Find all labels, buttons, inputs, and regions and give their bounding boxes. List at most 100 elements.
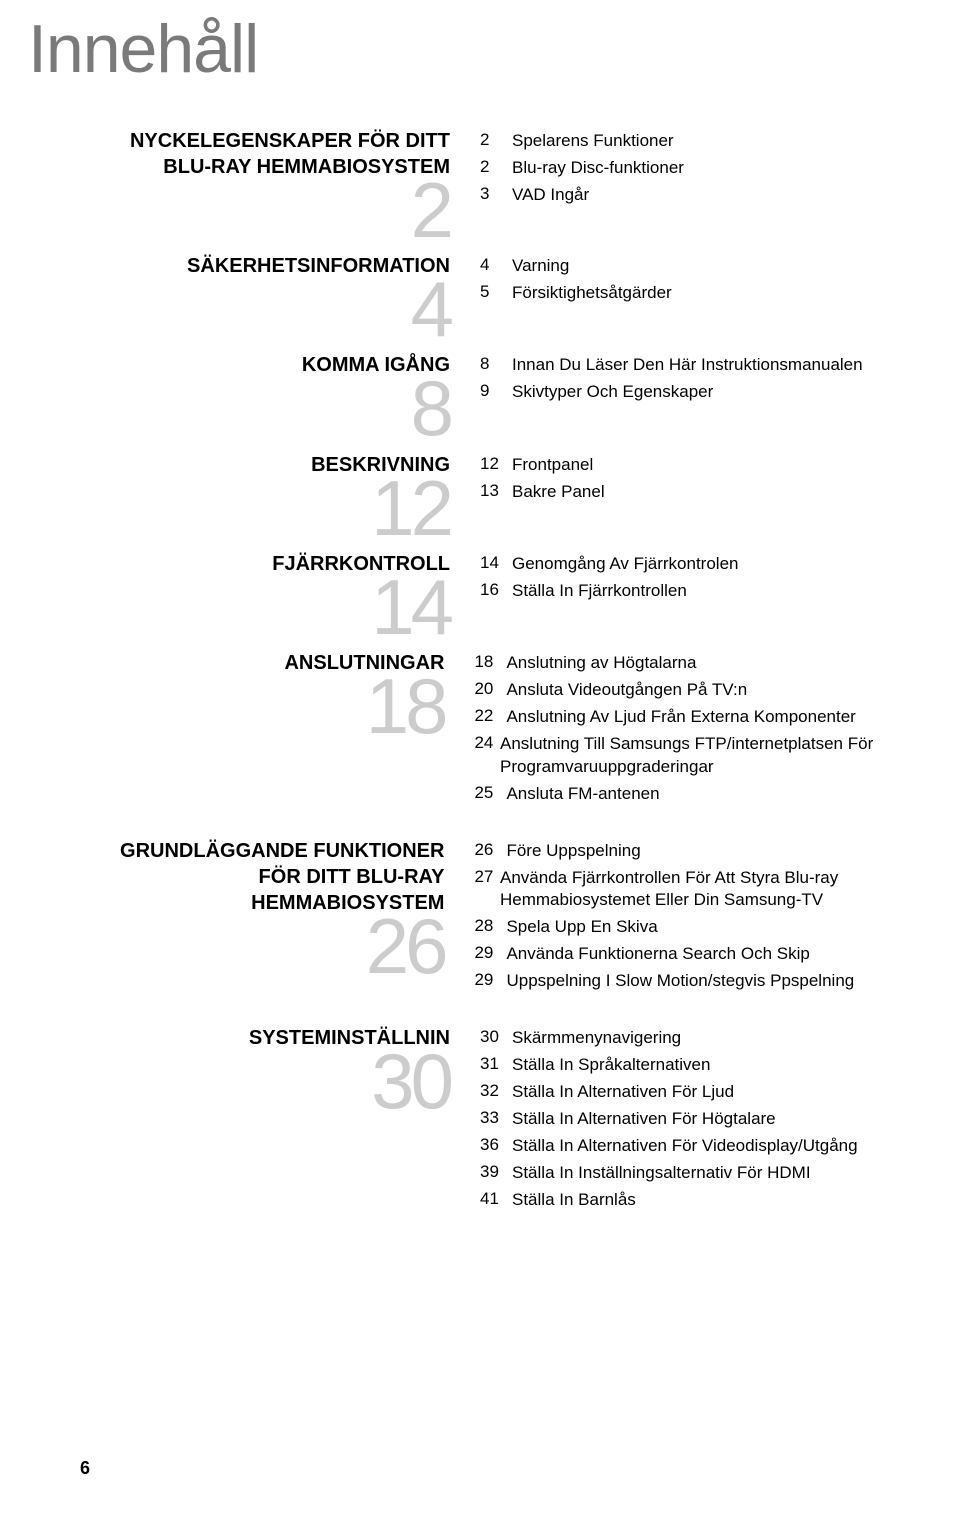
page-title: Innehåll — [0, 0, 960, 128]
entry-page: 26 — [474, 840, 506, 863]
entry-label: Ställa In Alternativen För Videodisplay/… — [512, 1135, 858, 1158]
entry-page: 29 — [474, 970, 506, 993]
entry-page: 30 — [480, 1027, 512, 1050]
entry-label: Ställa In Inställningsalternativ För HDM… — [512, 1162, 811, 1185]
entry-label: Uppspelning I Slow Motion/stegvis Ppspel… — [506, 970, 854, 993]
entry-page: 14 — [480, 553, 512, 576]
entry-page: 4 — [480, 255, 512, 278]
toc-entry: 5Försiktighetsåtgärder — [480, 282, 672, 305]
entry-page: 20 — [474, 679, 506, 702]
toc-entry: 29Använda Funktionerna Search Och Skip — [474, 943, 900, 966]
entry-label: Ansluta Videoutgången På TV:n — [506, 679, 747, 702]
entry-page: 36 — [480, 1135, 512, 1158]
toc-entry: 18Anslutning av Högtalarna — [474, 652, 900, 675]
toc-entry: 41Ställa In Barnlås — [480, 1189, 858, 1212]
entry-label: Skivtyper Och Egenskaper — [512, 381, 713, 404]
entry-page: 31 — [480, 1054, 512, 1077]
entry-page: 28 — [474, 916, 506, 939]
entry-label: Skärmmenynavigering — [512, 1027, 681, 1050]
section-number: 4 — [80, 274, 450, 344]
toc-entry: 31Ställa In Språkalternativen — [480, 1054, 858, 1077]
entry-page: 24 — [474, 733, 500, 779]
toc-entry: 20Ansluta Videoutgången På TV:n — [474, 679, 900, 702]
entry-page: 3 — [480, 184, 512, 207]
section-heading: NYCKELEGENSKAPER FÖR DITT BLU-RAY HEMMAB… — [80, 128, 450, 180]
toc-entry: 22Anslutning Av Ljud Från Externa Kompon… — [474, 706, 900, 729]
entry-page: 18 — [474, 652, 506, 675]
toc-entry: 4Varning — [480, 255, 672, 278]
entry-page: 8 — [480, 354, 512, 377]
entry-label: Före Uppspelning — [506, 840, 640, 863]
toc-entry: 36Ställa In Alternativen För Videodispla… — [480, 1135, 858, 1158]
toc-entry: 2Blu-ray Disc-funktioner — [480, 157, 684, 180]
entry-page: 13 — [480, 481, 512, 504]
toc-section: SÄKERHETSINFORMATION 4 4Varning 5Försikt… — [80, 253, 900, 344]
section-number: 2 — [80, 175, 450, 245]
entry-page: 5 — [480, 282, 512, 305]
entry-page: 39 — [480, 1162, 512, 1185]
entry-label: Ansluta FM-antenen — [506, 783, 659, 806]
entry-label: Använda Funktionerna Search Och Skip — [506, 943, 809, 966]
entry-label: Frontpanel — [512, 454, 593, 477]
toc-entry: 33Ställa In Alternativen För Högtalare — [480, 1108, 858, 1131]
entry-label: Ställa In Alternativen För Högtalare — [512, 1108, 776, 1131]
entry-label: Anslutning Till Samsungs FTP/internetpla… — [500, 733, 900, 779]
entry-page: 22 — [474, 706, 506, 729]
entry-page: 41 — [480, 1189, 512, 1212]
entry-label: Blu-ray Disc-funktioner — [512, 157, 684, 180]
entry-label: Försiktighetsåtgärder — [512, 282, 672, 305]
toc-entry: 2Spelarens Funktioner — [480, 130, 684, 153]
entry-label: Genomgång Av Fjärrkontrolen — [512, 553, 738, 576]
toc-entry: 26Före Uppspelning — [474, 840, 900, 863]
toc-entry: 14Genomgång Av Fjärrkontrolen — [480, 553, 738, 576]
entry-page: 27 — [474, 867, 500, 913]
toc-entry: 39Ställa In Inställningsalternativ För H… — [480, 1162, 858, 1185]
entry-page: 2 — [480, 157, 512, 180]
toc-entry: 24Anslutning Till Samsungs FTP/internetp… — [474, 733, 900, 779]
entry-page: 16 — [480, 580, 512, 603]
entry-label: Anslutning Av Ljud Från Externa Komponen… — [506, 706, 855, 729]
toc-section: FJÄRRKONTROLL 14 14Genomgång Av Fjärrkon… — [80, 551, 900, 642]
toc-section: KOMMA IGÅNG 8 8Innan Du Läser Den Här In… — [80, 352, 900, 443]
section-number: 26 — [80, 911, 444, 981]
toc-section: ANSLUTNINGAR 18 18Anslutning av Högtalar… — [80, 650, 900, 810]
entry-label: Ställa In Fjärrkontrollen — [512, 580, 687, 603]
toc-entry: 3VAD Ingår — [480, 184, 684, 207]
entry-page: 33 — [480, 1108, 512, 1131]
toc-entry: 16Ställa In Fjärrkontrollen — [480, 580, 738, 603]
entry-page: 32 — [480, 1081, 512, 1104]
entry-label: Spelarens Funktioner — [512, 130, 674, 153]
entry-label: Bakre Panel — [512, 481, 605, 504]
section-number: 30 — [80, 1046, 450, 1116]
toc-section: NYCKELEGENSKAPER FÖR DITT BLU-RAY HEMMAB… — [80, 128, 900, 245]
page-number: 6 — [80, 1458, 90, 1479]
toc-entry: 13Bakre Panel — [480, 481, 605, 504]
entry-page: 25 — [474, 783, 506, 806]
toc-entry: 12Frontpanel — [480, 454, 605, 477]
entry-label: Spela Upp En Skiva — [506, 916, 657, 939]
entry-label: Ställa In Alternativen För Ljud — [512, 1081, 734, 1104]
entry-label: Ställa In Barnlås — [512, 1189, 636, 1212]
toc-entry: 9Skivtyper Och Egenskaper — [480, 381, 863, 404]
entry-label: Anslutning av Högtalarna — [506, 652, 696, 675]
section-number: 12 — [80, 473, 450, 543]
section-number: 14 — [80, 572, 450, 642]
entry-page: 9 — [480, 381, 512, 404]
entry-label: Ställa In Språkalternativen — [512, 1054, 710, 1077]
toc-entry: 27Använda Fjärrkontrollen För Att Styra … — [474, 867, 900, 913]
entry-label: Varning — [512, 255, 569, 278]
entry-label: VAD Ingår — [512, 184, 589, 207]
toc-entry: 32Ställa In Alternativen För Ljud — [480, 1081, 858, 1104]
entry-page: 12 — [480, 454, 512, 477]
toc-section: BESKRIVNING 12 12Frontpanel 13Bakre Pane… — [80, 452, 900, 543]
section-number: 18 — [80, 671, 444, 741]
entry-label: Använda Fjärrkontrollen För Att Styra Bl… — [500, 867, 900, 913]
toc-entry: 8Innan Du Läser Den Här Instruktionsmanu… — [480, 354, 863, 377]
toc-section: GRUNDLÄGGANDE FUNKTIONER FÖR DITT BLU-RA… — [80, 838, 900, 998]
toc-entry: 25Ansluta FM-antenen — [474, 783, 900, 806]
entry-page: 2 — [480, 130, 512, 153]
toc-content: NYCKELEGENSKAPER FÖR DITT BLU-RAY HEMMAB… — [0, 128, 960, 1224]
entry-page: 29 — [474, 943, 506, 966]
section-number: 8 — [80, 373, 450, 443]
toc-entry: 30Skärmmenynavigering — [480, 1027, 858, 1050]
